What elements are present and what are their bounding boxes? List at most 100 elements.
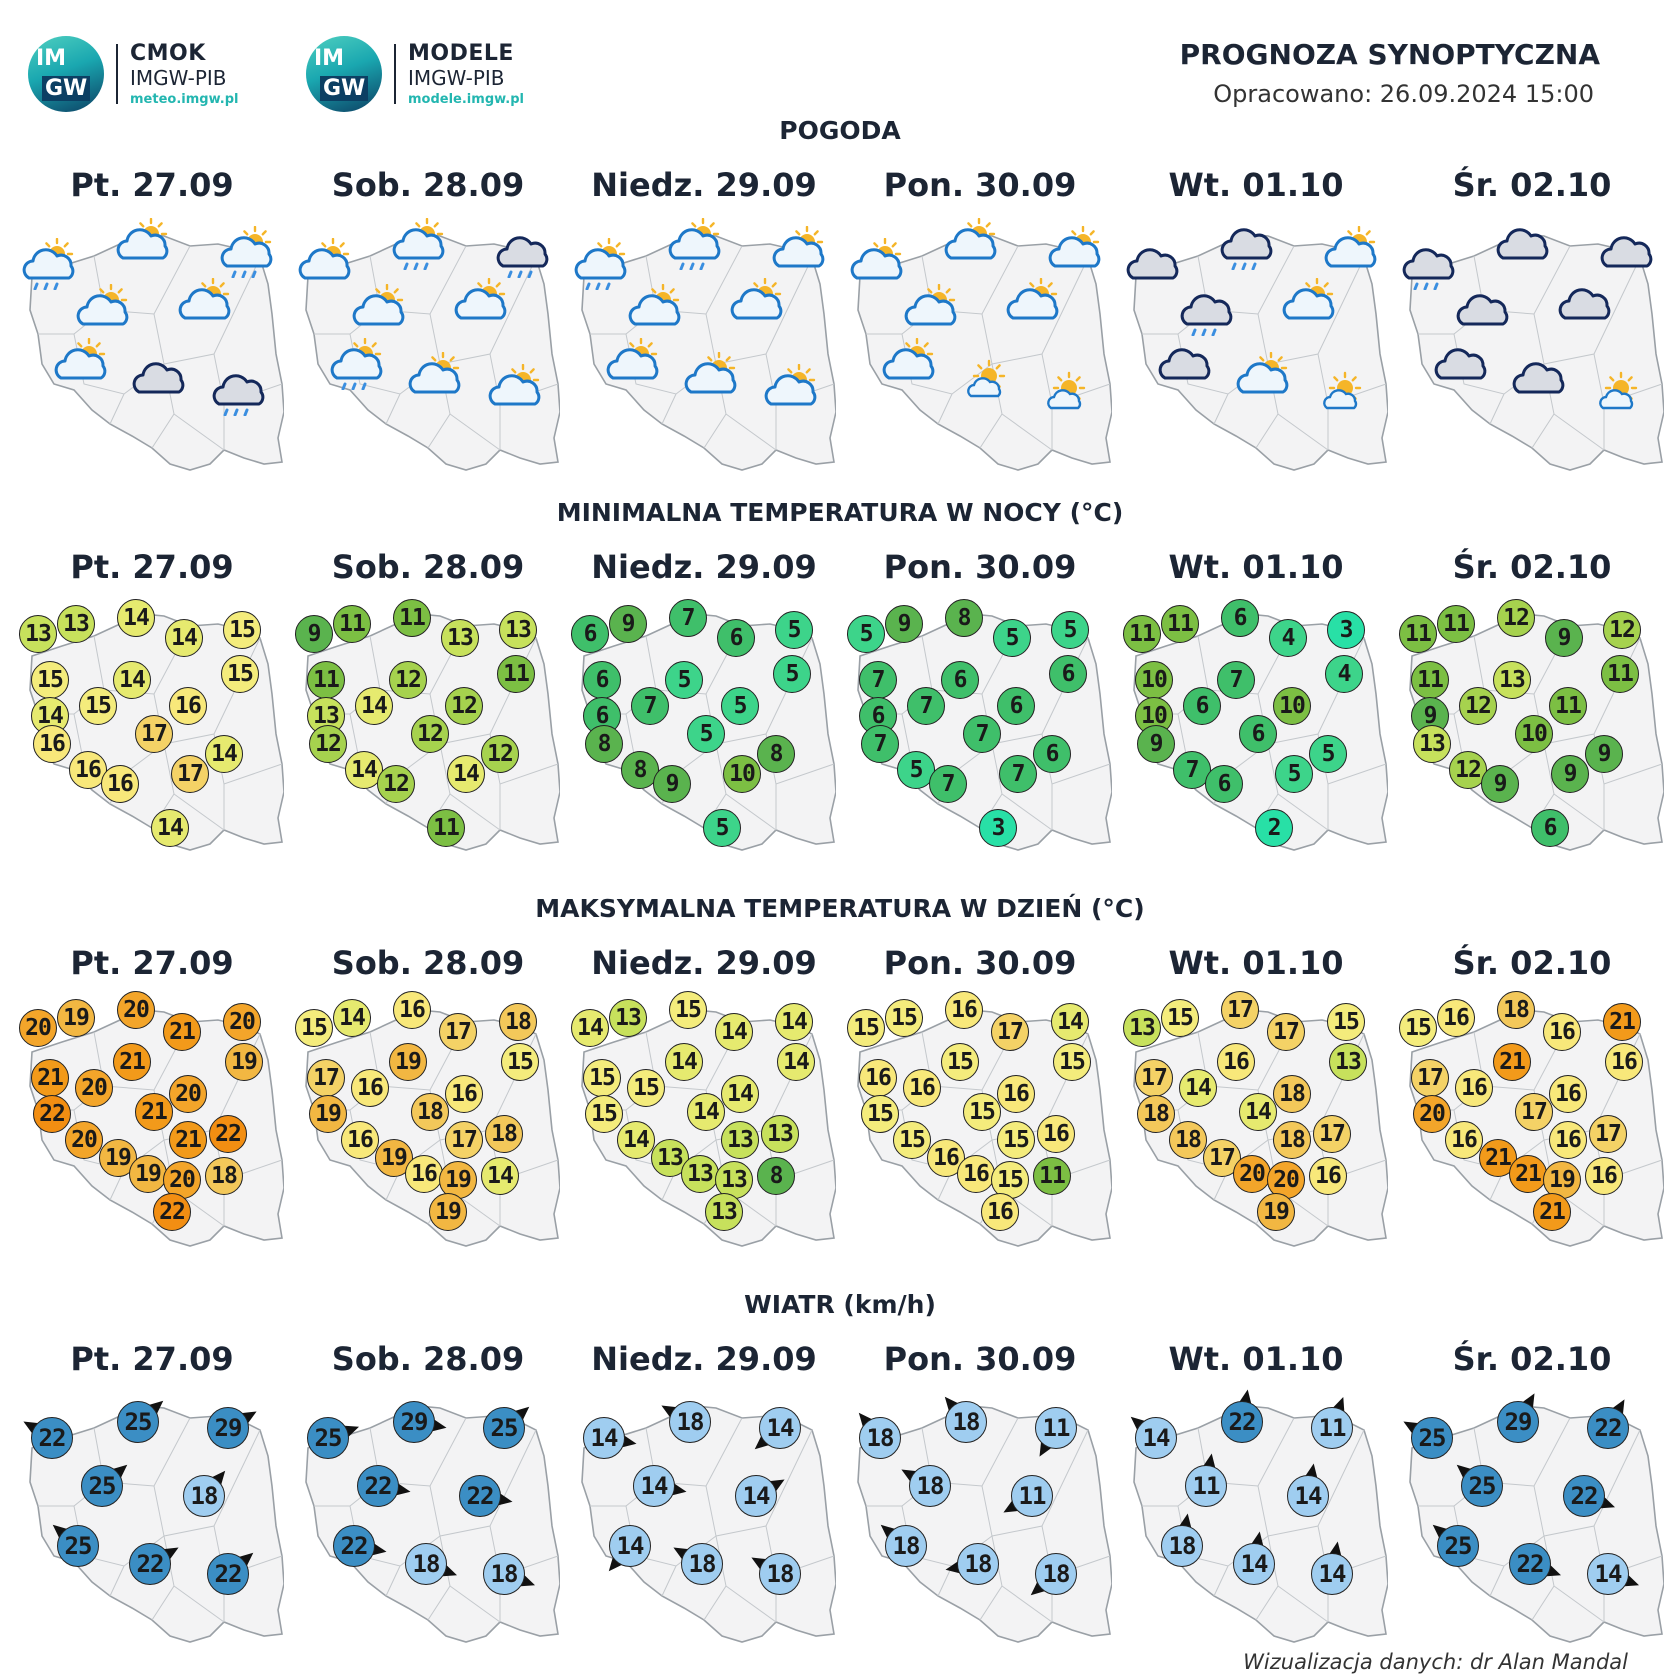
tmax-value-marker: 14 [687,1093,725,1131]
weather-map-panel [290,214,560,474]
wind-marker: 22 [1509,1543,1562,1585]
tmax-value-marker: 16 [405,1155,443,1193]
weather-map-panel [1118,214,1388,474]
tmin-value-marker: 11 [1161,605,1199,643]
wind-speed-value: 25 [1437,1525,1479,1567]
wind-map-panel: 25 29 25 22 22 22 18 18 [290,1386,560,1646]
wind-speed-value: 14 [1311,1553,1353,1595]
partly-cloudy-rain-icon [17,237,79,291]
tmin-value-marker: 14 [151,809,189,847]
rain-drops-icon [403,262,429,271]
tmax-value-marker: 15 [1161,999,1199,1037]
tmax-value-marker: 14 [721,1075,759,1113]
tmin-value-marker: 10 [1273,687,1311,725]
wind-speed-value: 29 [1497,1401,1539,1443]
tmin-value-marker: 6 [583,661,621,699]
wind-marker: 22 [357,1465,411,1507]
tmin-value-marker: 3 [979,809,1017,847]
tmin-value-marker: 11 [1601,655,1639,693]
wind-map-panel: 25 29 22 25 22 25 22 14 [1394,1386,1664,1646]
cmok-logo[interactable]: IM GW CMOK IMGW-PIB meteo.imgw.pl [28,34,238,114]
rain-drops-icon [341,382,367,391]
tmin-value-marker: 13 [19,615,57,653]
cloudy-icon [1121,238,1183,290]
tmin-value-marker: 5 [703,809,741,847]
tmax-value-marker: 16 [859,1059,897,1097]
partly-cloudy-icon [1231,351,1293,404]
tmin-day-label: Wt. 01.10 [1168,548,1344,586]
wind-marker: 14 [583,1417,637,1459]
tmin-value-marker: 11 [427,809,465,847]
tmin-value-marker: 12 [1603,611,1641,649]
logo-subtitle: IMGW-PIB [408,66,505,90]
tmax-value-marker: 14 [775,1003,813,1041]
tmax-value-marker: 20 [1233,1155,1271,1193]
tmax-value-marker: 21 [135,1093,173,1131]
partly-cloudy-rain-icon [325,337,387,391]
tmin-value-marker: 7 [861,725,899,763]
tmax-value-marker: 16 [1455,1069,1493,1107]
tmax-value-marker: 17 [1515,1093,1553,1131]
tmax-value-marker: 15 [295,1009,333,1047]
partly-cloudy-rain-icon [663,217,725,271]
weather-day-label: Niedz. 29.09 [591,166,817,204]
wind-marker: 25 [483,1406,530,1449]
weather-day-label: Wt. 01.10 [1168,166,1344,204]
tmax-day-label: Wt. 01.10 [1168,944,1344,982]
section-title-wind: WIATR (km/h) [744,1290,936,1319]
wind-speed-value: 25 [483,1407,525,1449]
tmin-value-marker: 6 [1531,809,1569,847]
wind-marker: 14 [1587,1553,1640,1595]
wind-speed-value: 18 [885,1525,927,1567]
tmin-value-marker: 5 [687,715,725,753]
tmax-value-marker: 15 [997,1121,1035,1159]
tmax-value-marker: 16 [1217,1043,1255,1081]
partly-cloudy-icon [1001,277,1063,330]
wind-day-label: Śr. 02.10 [1452,1340,1612,1378]
weather-map-panel [842,214,1112,474]
tmax-value-marker: 19 [1257,1193,1295,1231]
tmax-value-marker: 15 [991,1161,1029,1199]
partly-cloudy-icon [1277,277,1339,330]
tmax-value-marker: 14 [1051,1003,1089,1041]
wind-marker: 11 [1185,1453,1227,1507]
tmax-value-marker: 17 [1411,1059,1449,1097]
tmax-value-marker: 14 [715,1013,753,1051]
tmax-value-marker: 13 [1123,1009,1161,1047]
sun-small-cloud-icon [1587,364,1649,416]
tmax-value-marker: 21 [113,1043,151,1081]
logo-url[interactable]: modele.imgw.pl [408,92,524,107]
tmin-value-marker: 9 [1137,725,1175,763]
wind-marker: 14 [1311,1541,1353,1595]
tmax-value-marker: 14 [777,1043,815,1081]
tmax-value-marker: 16 [903,1069,941,1107]
tmin-value-marker: 8 [945,599,983,637]
tmax-value-marker: 18 [1169,1121,1207,1159]
partly-cloudy-icon [845,237,907,290]
rain-drops-icon [1231,262,1257,271]
wind-speed-value: 11 [1011,1475,1053,1517]
section-title-tmin: MINIMALNA TEMPERATURA W NOCY (°C) [556,498,1124,527]
wind-marker: 22 [129,1543,179,1585]
wind-marker: 25 [117,1400,164,1443]
partly-cloudy-icon [759,363,821,416]
tmin-value-marker: 7 [929,765,967,803]
logo-url[interactable]: meteo.imgw.pl [130,92,239,107]
rain-drops-icon [231,270,257,279]
tmin-value-marker: 7 [907,687,945,725]
wind-map-panel: 14 22 11 11 14 18 14 14 [1118,1386,1388,1646]
tmin-value-marker: 12 [1497,599,1535,637]
tmax-value-marker: 19 [129,1155,167,1193]
wind-speed-value: 25 [117,1401,159,1443]
tmax-value-marker: 16 [997,1075,1035,1113]
wind-speed-value: 18 [759,1553,801,1595]
modele-logo[interactable]: IM GW MODELE IMGW-PIB modele.imgw.pl [306,34,524,114]
weather-day-label: Sob. 28.09 [331,166,525,204]
tmax-value-marker: 13 [681,1155,719,1193]
wind-marker: 18 [405,1543,458,1585]
wind-marker: 18 [483,1553,536,1595]
tmax-value-marker: 16 [341,1121,379,1159]
tmax-value-marker: 8 [757,1157,795,1195]
tmin-value-marker: 12 [445,687,483,725]
tmax-value-marker: 16 [1549,1075,1587,1113]
